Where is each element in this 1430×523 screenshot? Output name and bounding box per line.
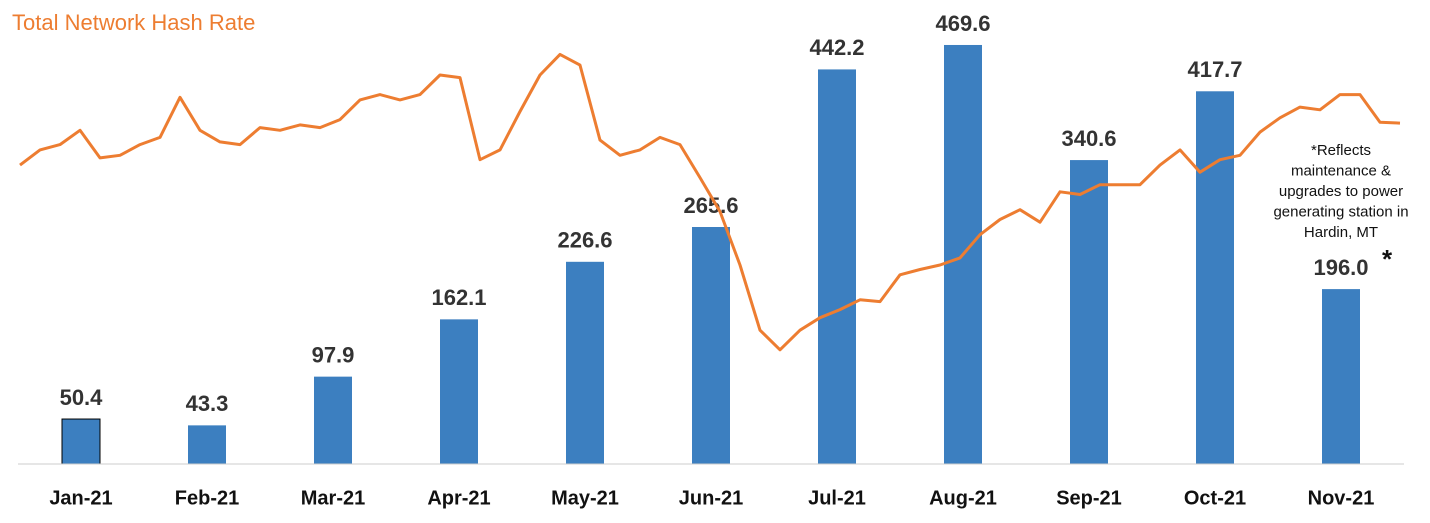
bar — [314, 376, 352, 464]
bar — [1070, 160, 1108, 464]
bar — [566, 261, 604, 464]
annotation: upgrades to power — [1279, 183, 1403, 200]
data-label: 469.6 — [935, 11, 990, 36]
data-label: 442.2 — [809, 35, 864, 60]
x-tick-label: Jan-21 — [49, 487, 112, 509]
bar — [188, 425, 226, 464]
bar — [692, 227, 730, 464]
bar — [440, 319, 478, 464]
data-label: 43.3 — [186, 391, 229, 416]
data-label: 340.6 — [1061, 126, 1116, 151]
annotation: maintenance & — [1291, 162, 1391, 179]
bar — [1196, 91, 1234, 464]
x-tick-label: Aug-21 — [929, 487, 997, 509]
x-tick-label: Apr-21 — [427, 487, 490, 509]
bar — [1322, 289, 1360, 464]
line — [19, 52, 1401, 352]
data-label: 97.9 — [312, 342, 355, 367]
annotation: *Reflects — [1311, 142, 1371, 159]
annotation-marker: * — [1382, 244, 1393, 274]
annotation: generating station in — [1273, 203, 1408, 220]
bar — [61, 418, 101, 465]
data-label: 162.1 — [431, 285, 486, 310]
x-tick-label: Sep-21 — [1056, 487, 1122, 509]
x-tick-label: May-21 — [551, 487, 619, 509]
x-tick-label: Jun-21 — [679, 487, 743, 509]
x-tick-label: Feb-21 — [175, 487, 239, 509]
x-tick-label: Jul-21 — [808, 487, 866, 509]
data-label: 196.0 — [1313, 255, 1368, 280]
data-label: 226.6 — [557, 228, 612, 253]
chart-title: Total Network Hash Rate — [12, 10, 255, 35]
x-tick-label: Oct-21 — [1184, 487, 1246, 509]
x-tick-label: Nov-21 — [1308, 487, 1375, 509]
data-label: 50.4 — [60, 385, 104, 410]
data-label: 417.7 — [1187, 57, 1242, 82]
annotation: Hardin, MT — [1304, 224, 1378, 241]
bar — [818, 69, 856, 464]
x-tick-label: Mar-21 — [301, 487, 365, 509]
